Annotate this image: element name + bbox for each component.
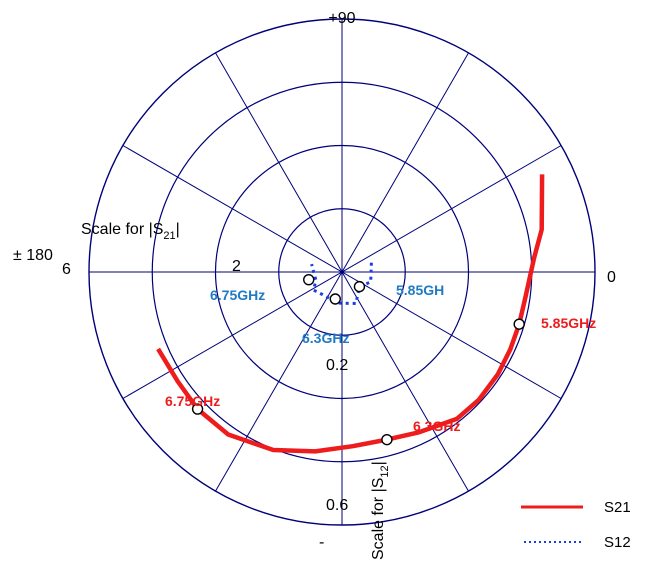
s12-tick-inner: 0.2 <box>326 357 348 374</box>
s12-scale-title-sub: 12 <box>379 465 391 477</box>
marker-s12 <box>353 280 366 293</box>
legend: S21 S12 <box>521 499 631 551</box>
angle-label-90: +90 <box>328 10 355 27</box>
marker-s21 <box>381 433 393 446</box>
annotation-s21-end: 6.75GHz <box>165 393 220 409</box>
s21-tick-outer: 6 <box>62 261 71 278</box>
s12-scale-title-main: Scale for |S <box>370 478 387 560</box>
s21-scale-title-end: | <box>176 221 180 238</box>
series-line-s12 <box>310 262 373 305</box>
chart-labels: +90 0 ± 180 Scale for |S21| 6 2 0.2 0.6 … <box>13 10 616 560</box>
series-line-s21 <box>156 174 545 454</box>
s21-scale-title-main: Scale for |S <box>81 221 163 238</box>
annotation-s21-start: 5.85GHz <box>541 315 596 331</box>
marker-s21 <box>513 318 525 330</box>
s12-scale-title-end: | <box>370 461 387 465</box>
legend-label-s21: S21 <box>604 499 631 516</box>
s12-tick-outer: 0.6 <box>326 497 348 514</box>
marker-s12 <box>303 273 315 286</box>
plot-area <box>156 174 545 454</box>
grid-spoke <box>122 145 562 399</box>
legend-label-s12: S12 <box>604 534 631 551</box>
angle-label-180: ± 180 <box>13 247 53 264</box>
marker-s12 <box>329 293 341 305</box>
marker-s21 <box>191 403 204 415</box>
s21-tick-inner: 2 <box>232 258 241 275</box>
annotation-s12-mid: 6.3GHz <box>302 330 349 346</box>
s21-scale-title-sub: 21 <box>163 230 175 242</box>
s21-scale-title: Scale for |S21| <box>81 221 180 242</box>
annotation-s21-mid: 6.3GHz <box>413 418 460 434</box>
s12-tick-minus: - <box>319 534 324 551</box>
angle-label-0: 0 <box>607 269 616 286</box>
s12-scale-title: Scale for |S12| <box>370 461 391 560</box>
annotation-s12-start: 5.85GH <box>396 282 444 298</box>
annotation-s12-end: 6.75GHz <box>210 287 265 303</box>
